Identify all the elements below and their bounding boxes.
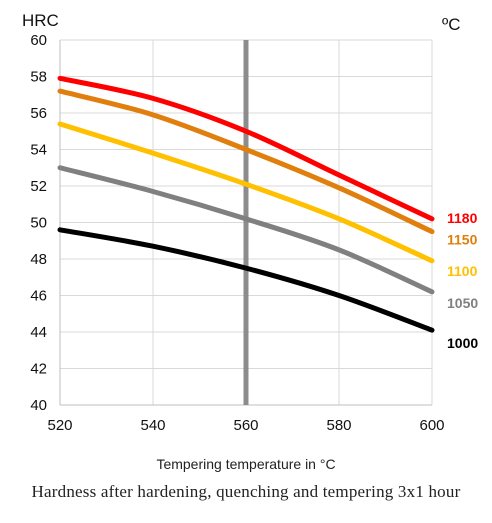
series-label-1150: 1150: [447, 232, 478, 248]
series-line-1100: [57, 121, 435, 264]
series-line-1050: [57, 165, 435, 295]
chart-caption: Hardness after hardening, quenching and …: [31, 482, 461, 501]
y-unit-label: HRC: [22, 11, 59, 30]
y-tick-label: 42: [30, 361, 47, 378]
series-line-1000: [57, 227, 435, 333]
series-labels: 1180 1150 1100 1050 1000: [447, 210, 478, 351]
y-tick-label: 40: [30, 397, 47, 414]
series-line-1150: [57, 88, 435, 235]
y-axis-ticks: 40 42 44 46 48 50 52 54 56 58 60: [30, 32, 47, 414]
series-line-1180: [57, 75, 435, 222]
y-tick-label: 44: [30, 324, 47, 341]
y-tick-label: 60: [30, 32, 47, 49]
x-tick-label: 520: [47, 417, 72, 434]
x-tick-label: 580: [326, 417, 351, 434]
y-tick-label: 48: [30, 251, 47, 268]
x-axis-ticks: 520 540 560 580 600: [47, 417, 444, 434]
series-label-1100: 1100: [447, 263, 478, 279]
y-tick-label: 58: [30, 69, 47, 86]
y-tick-label: 54: [30, 142, 47, 159]
series-label-1000: 1000: [447, 335, 478, 351]
x-tick-label: 540: [140, 417, 165, 434]
y-tick-label: 50: [30, 215, 47, 232]
x-axis-label: Tempering temperature in °C: [156, 456, 336, 472]
hardness-chart: 40 42 44 46 48 50 52 54 56 58 60 520 540 560 580 600 1…: [22, 11, 478, 434]
series-lines: [57, 75, 435, 333]
x-tick-label: 600: [419, 417, 444, 434]
y-tick-label: 46: [30, 288, 47, 305]
legend-title: ºC: [442, 15, 461, 34]
y-tick-label: 56: [30, 105, 47, 122]
series-label-1050: 1050: [447, 295, 478, 311]
x-tick-label: 560: [233, 417, 258, 434]
y-tick-label: 52: [30, 178, 47, 195]
series-label-1180: 1180: [447, 210, 478, 226]
